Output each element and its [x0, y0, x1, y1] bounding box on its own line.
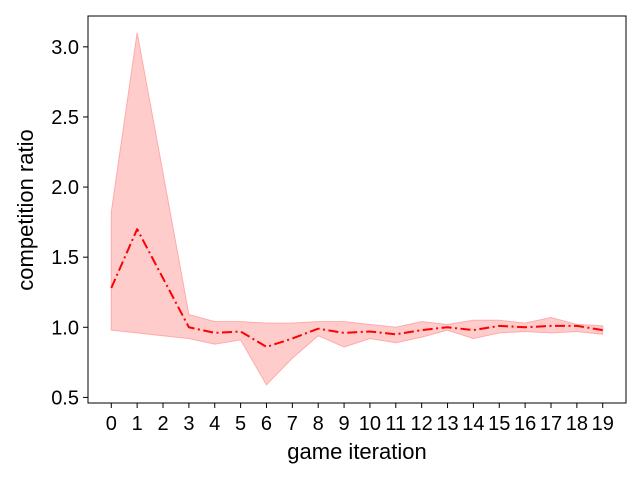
series-line — [110, 228, 603, 348]
y-tick-label: 1.5 — [51, 247, 79, 269]
x-tick-label: 8 — [313, 413, 324, 435]
x-tick-label: 1 — [132, 413, 143, 435]
y-tick-label: 2.0 — [51, 177, 79, 199]
y-tick-label: 2.5 — [51, 107, 79, 129]
x-tick-label: 2 — [157, 413, 168, 435]
x-tick-label: 0 — [106, 413, 117, 435]
x-tick-label: 15 — [488, 413, 510, 435]
x-tick-label: 6 — [261, 413, 272, 435]
y-tick-label: 1.0 — [51, 317, 79, 339]
y-axis: 0.5 1.0 1.5 2.0 2.5 3.0 — [51, 37, 88, 409]
plot-frame — [87, 15, 627, 404]
x-axis: 0 1 2 3 4 5 6 7 8 9 10 11 12 13 14 15 16 17 18 19 — [106, 403, 614, 435]
x-tick-label: 9 — [339, 413, 350, 435]
x-tick-label: 11 — [385, 413, 406, 435]
y-tick-label: 0.5 — [51, 387, 79, 409]
x-tick-label: 13 — [436, 413, 458, 435]
confidence-band — [110, 32, 604, 386]
y-axis-label: competition ratio — [13, 129, 38, 290]
x-tick-label: 17 — [540, 413, 562, 435]
x-axis-label: game iteration — [287, 439, 426, 464]
x-tick-label: 10 — [359, 413, 381, 435]
x-tick-label: 4 — [209, 413, 220, 435]
x-tick-label: 7 — [287, 413, 298, 435]
x-tick-label: 16 — [514, 413, 536, 435]
x-tick-label: 5 — [235, 413, 246, 435]
y-tick-label: 3.0 — [51, 37, 79, 59]
x-tick-label: 12 — [411, 413, 433, 435]
x-tick-label: 3 — [183, 413, 194, 435]
x-tick-label: 19 — [592, 413, 614, 435]
x-tick-label: 14 — [462, 413, 484, 435]
plot-area — [110, 32, 604, 386]
x-tick-label: 18 — [566, 413, 588, 435]
